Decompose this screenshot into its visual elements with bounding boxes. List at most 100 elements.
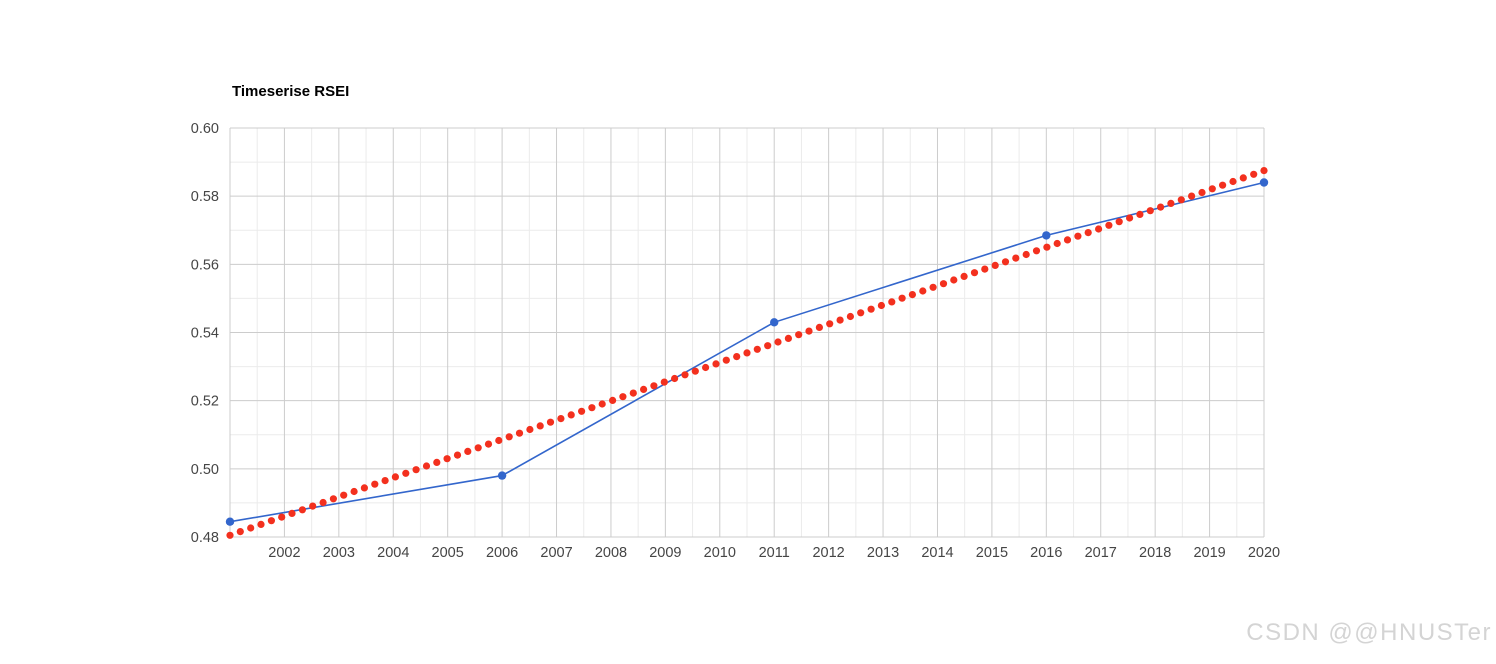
trendline-dot — [1001, 258, 1010, 266]
trendline-dot — [691, 367, 699, 375]
trendline-dot — [1208, 185, 1216, 193]
x-tick-label: 2016 — [1030, 545, 1062, 561]
trendline-dot — [753, 345, 761, 353]
trendline-dot — [1115, 218, 1123, 226]
trendline-dot — [960, 272, 968, 280]
rsei-data-point[interactable] — [1259, 178, 1269, 187]
trendline-dot — [846, 312, 855, 321]
trendline-dot — [784, 334, 793, 342]
trendline-dot — [991, 261, 999, 269]
trendline-dot — [1022, 250, 1030, 259]
trendline-dot — [226, 531, 234, 539]
trendline-dot — [505, 433, 513, 441]
trendline-dot — [919, 287, 927, 295]
trendline-dot — [898, 294, 906, 302]
trendline-dot — [888, 298, 896, 306]
trendline-dot — [536, 422, 544, 430]
y-tick-label: 0.52 — [191, 394, 219, 410]
rsei-data-point[interactable] — [497, 471, 507, 480]
y-tick-label: 0.50 — [191, 462, 219, 478]
trendline-dot — [515, 429, 524, 437]
x-tick-label: 2007 — [540, 545, 572, 561]
trendline-dot — [640, 385, 648, 393]
trendline-dot — [319, 498, 327, 507]
trendline-dot — [1043, 243, 1051, 251]
trendline-dot — [774, 338, 782, 346]
trendline-dot — [1219, 181, 1227, 189]
y-tick-label: 0.58 — [191, 189, 219, 205]
rsei-data-point[interactable] — [770, 318, 779, 327]
x-tick-label: 2005 — [432, 545, 464, 561]
trendline-dot — [598, 400, 606, 408]
trendline-dot — [247, 524, 255, 532]
trendline-dot — [443, 455, 451, 463]
trendline-dot — [764, 342, 772, 350]
trendline-dot — [350, 487, 358, 496]
x-tick-label: 2009 — [649, 545, 681, 561]
trendline-dot — [309, 502, 317, 510]
x-tick-label: 2020 — [1248, 545, 1280, 561]
trendline-dot — [360, 484, 368, 492]
trendline-dot — [660, 378, 668, 386]
trendline-dot — [1136, 210, 1144, 218]
y-tick-label: 0.48 — [191, 530, 219, 546]
x-tick-label: 2019 — [1193, 545, 1225, 561]
trendline-dot — [495, 436, 503, 445]
trendline-dot — [1198, 188, 1206, 197]
trendline-dot — [1260, 167, 1268, 175]
trendline-dot — [381, 477, 389, 485]
trendline-dot — [278, 513, 286, 521]
trendline-dot — [1032, 247, 1041, 255]
trendline-dot — [950, 276, 958, 284]
trendline-dot — [1229, 177, 1237, 186]
trendline-dot — [712, 360, 720, 368]
trendline-dot — [567, 411, 575, 419]
trendline-dot — [1063, 236, 1072, 244]
x-tick-label: 2015 — [976, 545, 1008, 561]
trendline-dot — [557, 415, 565, 423]
trendline-dot — [1074, 232, 1082, 240]
x-tick-label: 2012 — [812, 545, 844, 561]
watermark: CSDN @@HNUSTer — [1246, 619, 1492, 646]
trendline-dot — [484, 440, 493, 448]
x-tick-label: 2002 — [268, 545, 300, 561]
trendline-dot — [474, 444, 482, 452]
rsei-data-point[interactable] — [1042, 231, 1051, 240]
trendline-dot — [236, 528, 244, 536]
trendline-dot — [650, 382, 658, 390]
trendline-dot — [1146, 207, 1154, 215]
x-tick-label: 2006 — [486, 545, 518, 561]
trendline-dot — [1239, 174, 1247, 182]
trendline-dot — [671, 374, 679, 383]
trendline-dot — [795, 331, 803, 339]
trendline-dot — [1012, 254, 1020, 262]
y-tick-label: 0.54 — [191, 326, 219, 342]
trendline-dot — [1157, 203, 1165, 211]
x-tick-label: 2004 — [377, 545, 409, 561]
trendline-dot — [402, 469, 410, 477]
x-tick-label: 2008 — [595, 545, 627, 561]
trendline-dot — [588, 404, 596, 412]
trendline-dot — [867, 305, 875, 313]
trendline-dot — [826, 320, 834, 328]
trendline-dot — [815, 323, 824, 331]
trendline-dot — [1053, 239, 1061, 248]
x-tick-label: 2010 — [704, 545, 736, 561]
trendline-dot — [733, 353, 741, 361]
trendline-dot — [1095, 225, 1103, 233]
trendline-dot — [340, 491, 348, 499]
y-tick-label: 0.56 — [191, 257, 219, 273]
trendline-dot — [1105, 221, 1113, 229]
x-tick-label: 2011 — [759, 545, 790, 561]
trendline-dot — [619, 393, 627, 401]
x-tick-label: 2017 — [1085, 545, 1117, 561]
trendline-dot — [743, 349, 751, 357]
chart-title: Timeserise RSEI — [232, 83, 350, 100]
rsei-data-point[interactable] — [225, 517, 235, 526]
trendline-dot — [288, 509, 296, 517]
trendline-dot — [836, 316, 844, 324]
trendline-dot — [257, 520, 265, 529]
x-tick-label: 2003 — [323, 545, 355, 561]
